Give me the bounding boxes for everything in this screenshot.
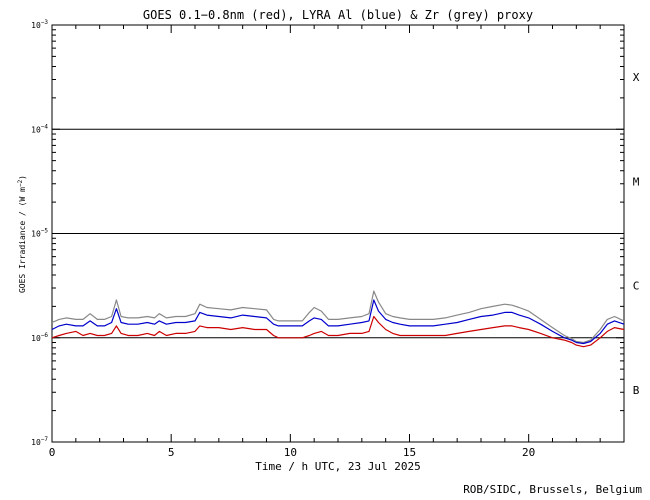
x-tick-label-3: 15 xyxy=(403,446,416,459)
flare-class-label-x: X xyxy=(633,71,640,84)
x-axis-label: Time / h UTC, 23 Jul 2025 xyxy=(255,460,421,473)
y-axis-label: GOES Irradiance / (W m−2) xyxy=(17,175,27,293)
series-line-2 xyxy=(51,290,625,344)
y-tick-label-2: 10−5 xyxy=(31,228,48,239)
y-axis-label-exp: −2 xyxy=(17,179,24,187)
y-tick-label-1: 10−4 xyxy=(31,123,48,134)
x-tick-label-2: 10 xyxy=(284,446,297,459)
x-tick-label-0: 0 xyxy=(49,446,56,459)
x-tick-label-4: 20 xyxy=(522,446,535,459)
credit-text: ROB/SIDC, Brussels, Belgium xyxy=(463,483,642,496)
y-axis-label-main: GOES Irradiance / (W m xyxy=(18,187,27,293)
chart-title: GOES 0.1−0.8nm (red), LYRA Al (blue) & Z… xyxy=(143,8,533,22)
flare-class-label-c: C xyxy=(633,280,640,293)
flare-class-label-b: B xyxy=(633,384,640,397)
series-line-1 xyxy=(51,299,625,345)
x-tick-label-1: 5 xyxy=(168,446,175,459)
plot-area: 10−3 10−4 10−5 10−6 10−70 5 10 15 20 X M C B xyxy=(31,19,640,459)
series-line-0 xyxy=(51,315,625,348)
y-tick-label-4: 10−7 xyxy=(31,436,48,447)
y-axis-label-close: ) xyxy=(18,175,27,180)
flare-class-label-m: M xyxy=(633,175,640,188)
y-tick-label-3: 10−6 xyxy=(31,332,48,343)
y-tick-label-0: 10−3 xyxy=(31,19,48,30)
